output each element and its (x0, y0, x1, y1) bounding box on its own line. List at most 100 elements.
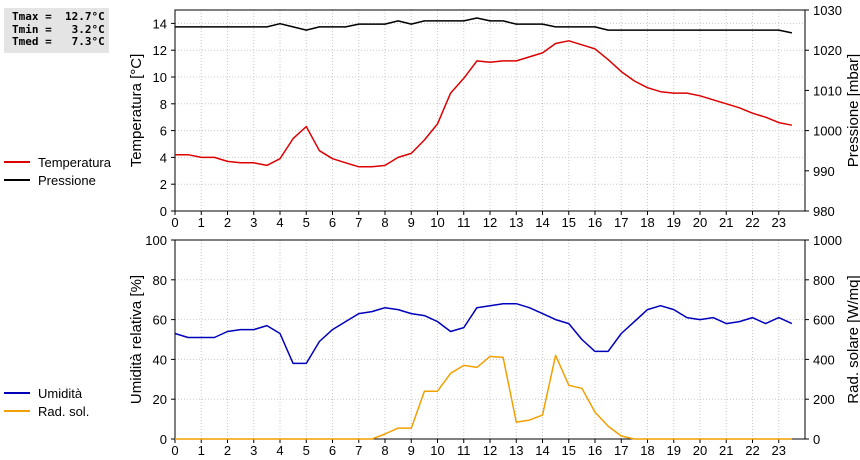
x-tick-label: 4 (276, 215, 283, 230)
y-tick-label: 4 (160, 150, 167, 165)
x-tick-label: 19 (667, 443, 681, 458)
y2-axis-label: Pressione [mbar] (845, 54, 860, 167)
y-tick-label: 40 (153, 352, 167, 367)
x-tick-label: 18 (640, 215, 654, 230)
x-tick-label: 7 (355, 443, 362, 458)
x-tick-label: 12 (483, 443, 497, 458)
y-tick-label: 10 (153, 70, 167, 85)
x-tick-label: 9 (408, 215, 415, 230)
x-tick-label: 10 (430, 215, 444, 230)
y2-tick-label: 600 (813, 313, 835, 328)
y2-tick-label: 1020 (813, 43, 842, 58)
y-tick-label: 8 (160, 97, 167, 112)
x-tick-label: 13 (509, 215, 523, 230)
x-tick-label: 23 (772, 443, 786, 458)
legend-top: Temperatura Pressione (4, 153, 111, 189)
y2-tick-label: 1000 (813, 233, 842, 248)
y2-tick-label: 1030 (813, 3, 842, 18)
stats-box: Tmax = 12.7°C Tmin = 3.2°C Tmed = 7.3°C (4, 8, 109, 53)
tmed-stat: Tmed = 7.3°C (12, 35, 105, 48)
x-tick-label: 6 (329, 215, 336, 230)
y-tick-label: 14 (153, 16, 167, 31)
x-tick-label: 14 (535, 215, 549, 230)
x-tick-label: 15 (562, 215, 576, 230)
y-tick-label: 100 (145, 233, 167, 248)
x-tick-label: 18 (640, 443, 654, 458)
series-line-rad-sol (175, 354, 792, 440)
y2-tick-label: 800 (813, 273, 835, 288)
umidita-swatch (4, 392, 30, 394)
x-tick-label: 10 (430, 443, 444, 458)
x-tick-label: 15 (562, 443, 576, 458)
legend-label-pressione: Pressione (38, 172, 96, 188)
y2-tick-label: 200 (813, 392, 835, 407)
y2-tick-label: 0 (813, 432, 820, 447)
y2-tick-label: 1010 (813, 83, 842, 98)
y-tick-label: 0 (160, 204, 167, 219)
x-tick-label: 20 (693, 215, 707, 230)
series-line-pressione (175, 17, 793, 34)
tmax-stat: Tmax = 12.7°C (12, 10, 105, 23)
y-tick-label: 80 (153, 273, 167, 288)
x-tick-label: 20 (693, 443, 707, 458)
x-tick-label: 19 (667, 215, 681, 230)
x-tick-label: 5 (303, 443, 310, 458)
x-tick-label: 22 (745, 443, 759, 458)
x-tick-label: 9 (408, 443, 415, 458)
temperatura-swatch (4, 161, 30, 163)
y2-tick-label: 1000 (813, 124, 842, 139)
y-axis-label: Temperatura [°C] (128, 54, 145, 168)
x-tick-label: 12 (483, 215, 497, 230)
x-tick-label: 22 (745, 215, 759, 230)
legend-item-umidita: Umidità (4, 384, 89, 402)
legend-label-temperatura: Temperatura (38, 154, 111, 170)
y-tick-label: 12 (153, 43, 167, 58)
x-tick-label: 16 (588, 215, 602, 230)
y2-axis-label: Rad. solare [W/mq] (845, 275, 860, 403)
x-tick-label: 17 (614, 215, 628, 230)
x-tick-label: 0 (171, 443, 178, 458)
x-tick-label: 13 (509, 443, 523, 458)
chart-2: 0 1 2 3 4 5 6 7 8 9 10 11 12 13 14 15 16 17 18 19 20 21 22 2302… (128, 233, 860, 458)
x-tick-label: 21 (719, 443, 733, 458)
legend-label-radsol: Rad. sol. (38, 403, 90, 419)
series-line-temperatura (175, 40, 793, 168)
x-tick-label: 17 (614, 443, 628, 458)
x-tick-label: 16 (588, 443, 602, 458)
chart-1: 0 1 2 3 4 5 6 7 8 9 10 11 12 13 14 15 16 17 18 19 20 21 22 2302… (128, 3, 860, 230)
legend-item-pressione: Pressione (4, 171, 111, 189)
y2-tick-label: 990 (813, 164, 835, 179)
x-tick-label: 3 (250, 443, 257, 458)
y-tick-label: 20 (153, 392, 167, 407)
x-tick-label: 1 (198, 443, 205, 458)
x-tick-label: 14 (535, 443, 549, 458)
tmin-stat: Tmin = 3.2°C (12, 22, 105, 36)
y-tick-label: 60 (153, 313, 167, 328)
x-tick-label: 1 (198, 215, 205, 230)
x-tick-label: 11 (457, 443, 471, 458)
x-tick-label: 4 (276, 443, 283, 458)
x-tick-label: 3 (250, 215, 257, 230)
legend-item-radsol: Rad. sol. (4, 402, 89, 420)
pressione-swatch (4, 179, 30, 181)
legend-item-temperatura: Temperatura (4, 153, 111, 171)
x-tick-label: 6 (329, 443, 336, 458)
y2-tick-label: 400 (813, 352, 835, 367)
x-tick-label: 0 (171, 215, 178, 230)
x-tick-label: 23 (772, 215, 786, 230)
x-tick-label: 8 (381, 443, 388, 458)
y2-tick-label: 980 (813, 204, 835, 219)
series-line-umidita (174, 302, 793, 365)
x-tick-label: 2 (224, 443, 231, 458)
radsol-swatch (4, 410, 30, 412)
y-axis-label: Umidità relativa [%] (128, 275, 145, 404)
x-tick-label: 7 (355, 215, 362, 230)
y-tick-label: 0 (160, 432, 167, 447)
y-tick-label: 2 (160, 177, 167, 192)
x-tick-label: 11 (457, 215, 471, 230)
y-tick-label: 6 (160, 124, 167, 139)
x-tick-label: 5 (303, 215, 310, 230)
legend-bottom: Umidità Rad. sol. (4, 384, 89, 420)
x-tick-label: 21 (719, 215, 733, 230)
